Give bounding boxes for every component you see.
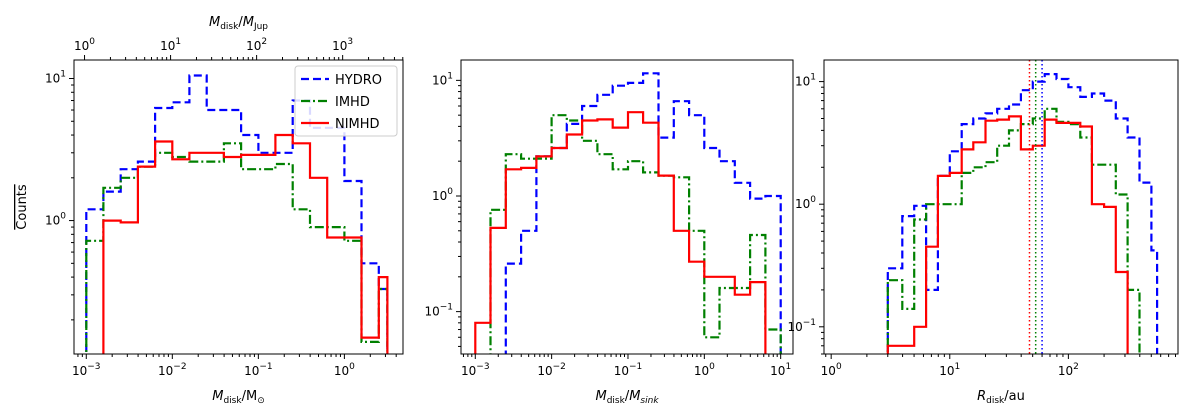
axes-frame xyxy=(823,59,1179,355)
histogram-nimhd xyxy=(474,111,767,354)
histogram-imhd xyxy=(85,142,389,354)
y-tick-label: 100 xyxy=(45,212,66,228)
y-tick-label: 101 xyxy=(432,71,453,87)
y-ticks xyxy=(819,81,824,355)
x-tick-label: 101 xyxy=(770,362,791,378)
legend: HYDRO IMHD NIMHD xyxy=(294,65,398,137)
subplot-3: 100 101 102 10−1 100 101 Rdisk/au xyxy=(787,59,1179,406)
x-ticks xyxy=(825,354,1176,359)
x-tick-label: 10−3 xyxy=(72,362,101,378)
histogram-hydro xyxy=(85,74,389,354)
x-ticks xyxy=(462,354,782,359)
x-axis-label: Mdisk/M⊙ xyxy=(212,389,265,406)
top-axis-label: Mdisk/MJup xyxy=(209,15,268,32)
y-tick-label: 100 xyxy=(795,195,816,211)
axes-frame xyxy=(73,59,404,355)
y-axis-label: Counts xyxy=(15,184,30,230)
x-tick-label: 10−1 xyxy=(244,362,273,378)
y-tick-label: 101 xyxy=(45,70,66,86)
legend-label-imhd: IMHD xyxy=(335,95,370,110)
axes-frame xyxy=(460,59,794,355)
x-tick-label: 101 xyxy=(939,362,960,378)
x-tick-label: 102 xyxy=(1058,362,1079,378)
x-tick-label: 100 xyxy=(821,362,842,378)
subplot-1: 10−3 10−2 10−1 100 100 101 Mdisk/M⊙ 100 101 102 10… xyxy=(45,15,404,406)
y-tick-label: 101 xyxy=(795,73,816,89)
y-ticks xyxy=(69,78,74,321)
top-tick-label: 101 xyxy=(160,37,181,53)
histogram-nimhd xyxy=(102,133,389,354)
histogram-nimhd xyxy=(886,115,1129,354)
legend-label-nimhd: NIMHD xyxy=(335,117,380,132)
histogram-hydro xyxy=(886,73,1159,354)
x-tick-label: 10−1 xyxy=(614,362,643,378)
y-tick-label: 10−1 xyxy=(424,303,453,319)
y-tick-label: 10−1 xyxy=(787,318,816,334)
top-tick-label: 103 xyxy=(332,37,353,53)
top-axis-ticks xyxy=(84,55,404,60)
top-tick-label: 100 xyxy=(74,37,95,53)
legend-label-hydro: HYDRO xyxy=(335,73,382,88)
x-tick-label: 10−3 xyxy=(461,362,490,378)
y-ticks xyxy=(456,79,461,347)
subplot-2: 10−3 10−2 10−1 100 101 10−1 100 101 Mdisk/Msink xyxy=(424,59,794,406)
x-tick-label: 10−2 xyxy=(537,362,566,378)
x-tick-label: 100 xyxy=(334,362,355,378)
top-tick-label: 102 xyxy=(246,37,267,53)
y-tick-label: 100 xyxy=(432,187,453,203)
x-tick-label: 100 xyxy=(694,362,715,378)
histogram-hydro xyxy=(504,72,782,354)
x-axis-label: Rdisk/au xyxy=(977,389,1025,406)
x-axis-label: Mdisk/Msink xyxy=(595,389,659,406)
x-tick-label: 10−2 xyxy=(158,362,187,378)
histogram-imhd xyxy=(489,114,782,354)
x-ticks xyxy=(77,354,397,359)
